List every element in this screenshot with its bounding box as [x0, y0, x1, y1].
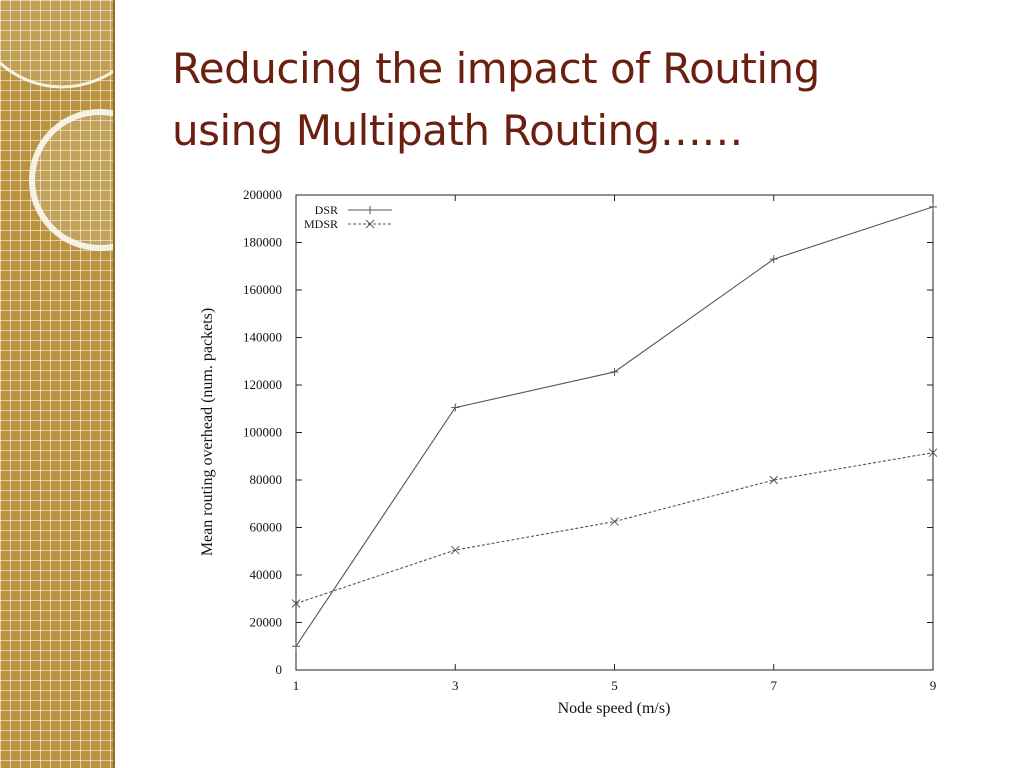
decorative-circles: [0, 0, 113, 251]
y-axis-ticks: 0 20000 40000 60000 80000 100000 120000 140000 1…: [243, 187, 933, 677]
data-point-mdsr: [928, 448, 938, 458]
data-point-mdsr: [769, 475, 779, 485]
x-tick-label: 9: [930, 678, 937, 693]
y-tick-label: 0: [276, 662, 283, 677]
series-line-dsr: [295, 206, 934, 647]
series-layer: [291, 202, 938, 651]
legend-label-mdsr: MDSR: [304, 217, 338, 231]
slide-title: Reducing the impact of Routing using Mul…: [172, 38, 992, 162]
data-point-dsr: [769, 255, 778, 264]
y-tick-label: 120000: [243, 377, 282, 392]
y-axis-label: Mean routing overhead (num. packets): [199, 308, 216, 556]
data-point-mdsr: [291, 599, 301, 608]
x-tick-label: 7: [771, 678, 778, 693]
y-tick-label: 160000: [243, 282, 282, 297]
data-point-dsr: [292, 642, 300, 651]
data-point-mdsr: [610, 517, 619, 526]
sidebar-decoration: [0, 0, 115, 768]
plot-frame: [295, 194, 934, 671]
y-tick-label: 140000: [243, 330, 282, 345]
y-tick-label: 40000: [250, 567, 283, 582]
series-line-mdsr: [295, 452, 934, 605]
y-tick-label: 60000: [250, 520, 283, 535]
title-line-1: Reducing the impact of Routing: [172, 44, 820, 93]
data-point-mdsr: [450, 545, 460, 555]
y-tick-label: 20000: [250, 615, 283, 630]
x-tick-label: 1: [293, 678, 300, 693]
legend-marker-dsr: [366, 206, 374, 214]
y-tick-label: 100000: [243, 425, 282, 440]
y-tick-label: 80000: [250, 472, 283, 487]
x-axis-label: Node speed (m/s): [558, 700, 671, 717]
legend-label-dsr: DSR: [315, 203, 338, 217]
data-point-dsr: [929, 202, 937, 211]
x-axis-ticks: 1 3 5 7 9: [293, 195, 937, 693]
data-point-dsr: [610, 367, 619, 376]
data-point-dsr: [451, 403, 460, 412]
y-tick-label: 200000: [243, 187, 282, 202]
x-tick-label: 5: [611, 678, 618, 693]
title-line-2: using Multipath Routing……: [172, 106, 743, 155]
y-tick-label: 180000: [243, 235, 282, 250]
x-tick-label: 3: [452, 678, 459, 693]
legend-marker-mdsr: [365, 219, 375, 229]
line-chart: 0 20000 40000 60000 80000 100000 120000 140000 1…: [199, 187, 938, 717]
